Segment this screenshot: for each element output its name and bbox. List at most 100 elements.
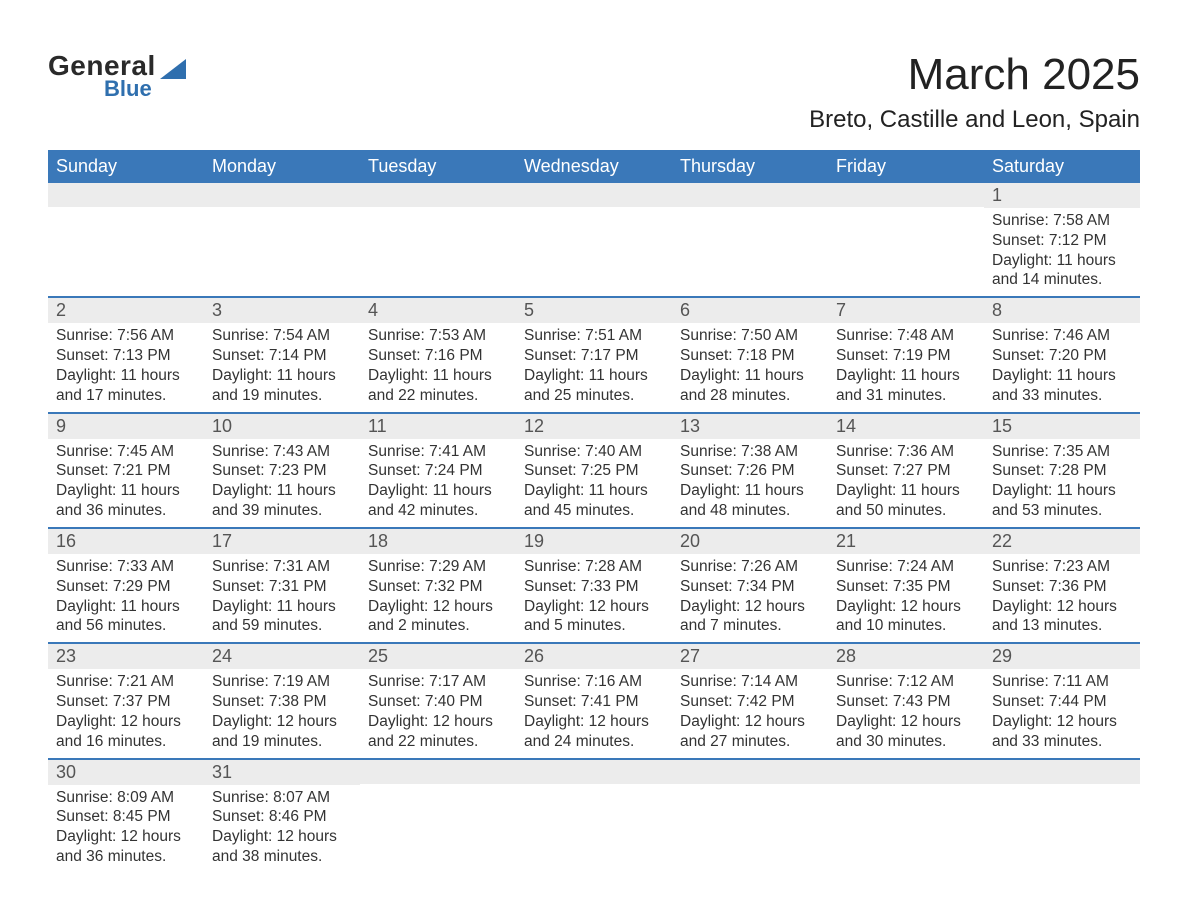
daylight-text: Daylight: 11 hours and 45 minutes. (524, 481, 664, 521)
day-number: 20 (672, 529, 828, 554)
sunrise-text: Sunrise: 7:17 AM (368, 672, 508, 692)
sunset-text: Sunset: 7:14 PM (212, 346, 352, 366)
logo: General Blue (48, 50, 186, 102)
day-number: 13 (672, 414, 828, 439)
daylight-text: Daylight: 12 hours and 30 minutes. (836, 712, 976, 752)
day-body: Sunrise: 7:19 AMSunset: 7:38 PMDaylight:… (204, 669, 360, 757)
sunrise-text: Sunrise: 8:07 AM (212, 788, 352, 808)
daylight-text: Daylight: 11 hours and 17 minutes. (56, 366, 196, 406)
sunset-text: Sunset: 7:34 PM (680, 577, 820, 597)
day-body (672, 208, 828, 278)
sunrise-text: Sunrise: 7:36 AM (836, 442, 976, 462)
sunrise-text: Sunrise: 7:26 AM (680, 557, 820, 577)
day-body: Sunrise: 7:36 AMSunset: 7:27 PMDaylight:… (828, 439, 984, 527)
day-body: Sunrise: 7:21 AMSunset: 7:37 PMDaylight:… (48, 669, 204, 757)
day-body: Sunrise: 7:40 AMSunset: 7:25 PMDaylight:… (516, 439, 672, 527)
sunrise-text: Sunrise: 7:53 AM (368, 326, 508, 346)
day-label: Friday (828, 150, 984, 183)
sunrise-text: Sunrise: 7:23 AM (992, 557, 1132, 577)
day-label: Saturday (984, 150, 1140, 183)
day-body: Sunrise: 7:31 AMSunset: 7:31 PMDaylight:… (204, 554, 360, 642)
sunset-text: Sunset: 7:17 PM (524, 346, 664, 366)
header: General Blue March 2025 Breto, Castille … (48, 50, 1140, 134)
sunrise-text: Sunrise: 7:41 AM (368, 442, 508, 462)
day-number (204, 183, 360, 207)
day-number: 7 (828, 298, 984, 323)
daylight-text: Daylight: 12 hours and 33 minutes. (992, 712, 1132, 752)
sunset-text: Sunset: 7:31 PM (212, 577, 352, 597)
day-body: Sunrise: 7:16 AMSunset: 7:41 PMDaylight:… (516, 669, 672, 757)
day-label: Tuesday (360, 150, 516, 183)
sunset-text: Sunset: 7:40 PM (368, 692, 508, 712)
day-number: 30 (48, 760, 204, 785)
sunset-text: Sunset: 7:35 PM (836, 577, 976, 597)
day-number: 18 (360, 529, 516, 554)
sunrise-text: Sunrise: 7:45 AM (56, 442, 196, 462)
daylight-text: Daylight: 11 hours and 19 minutes. (212, 366, 352, 406)
day-number: 12 (516, 414, 672, 439)
day-number: 15 (984, 414, 1140, 439)
sunset-text: Sunset: 7:16 PM (368, 346, 508, 366)
daylight-text: Daylight: 12 hours and 10 minutes. (836, 597, 976, 637)
sunset-text: Sunset: 7:20 PM (992, 346, 1132, 366)
sunset-text: Sunset: 7:29 PM (56, 577, 196, 597)
sunrise-text: Sunrise: 7:50 AM (680, 326, 820, 346)
day-body: Sunrise: 7:11 AMSunset: 7:44 PMDaylight:… (984, 669, 1140, 757)
day-number: 19 (516, 529, 672, 554)
daylight-text: Daylight: 11 hours and 31 minutes. (836, 366, 976, 406)
sunset-text: Sunset: 8:46 PM (212, 807, 352, 827)
daylight-text: Daylight: 11 hours and 36 minutes. (56, 481, 196, 521)
day-label: Monday (204, 150, 360, 183)
sunset-text: Sunset: 7:25 PM (524, 461, 664, 481)
day-number (360, 760, 516, 784)
day-number: 3 (204, 298, 360, 323)
day-label-row: Sunday Monday Tuesday Wednesday Thursday… (48, 150, 1140, 183)
day-number: 24 (204, 644, 360, 669)
daylight-text: Daylight: 11 hours and 59 minutes. (212, 597, 352, 637)
daybody-row: Sunrise: 7:21 AMSunset: 7:37 PMDaylight:… (48, 669, 1140, 758)
daynum-row: 1 (48, 183, 1140, 208)
day-number (360, 183, 516, 207)
day-number: 16 (48, 529, 204, 554)
day-body: Sunrise: 8:07 AMSunset: 8:46 PMDaylight:… (204, 785, 360, 873)
sunset-text: Sunset: 7:38 PM (212, 692, 352, 712)
day-body: Sunrise: 7:33 AMSunset: 7:29 PMDaylight:… (48, 554, 204, 642)
sunrise-text: Sunrise: 7:33 AM (56, 557, 196, 577)
daybody-row: Sunrise: 7:58 AMSunset: 7:12 PMDaylight:… (48, 208, 1140, 297)
sunset-text: Sunset: 7:42 PM (680, 692, 820, 712)
day-body: Sunrise: 7:54 AMSunset: 7:14 PMDaylight:… (204, 323, 360, 411)
day-body (828, 208, 984, 278)
sunrise-text: Sunrise: 7:12 AM (836, 672, 976, 692)
daylight-text: Daylight: 12 hours and 24 minutes. (524, 712, 664, 752)
day-number: 23 (48, 644, 204, 669)
sunrise-text: Sunrise: 7:31 AM (212, 557, 352, 577)
day-body: Sunrise: 7:50 AMSunset: 7:18 PMDaylight:… (672, 323, 828, 411)
day-body (48, 208, 204, 278)
day-body: Sunrise: 7:56 AMSunset: 7:13 PMDaylight:… (48, 323, 204, 411)
day-number: 14 (828, 414, 984, 439)
daynum-row: 23242526272829 (48, 643, 1140, 669)
daylight-text: Daylight: 11 hours and 22 minutes. (368, 366, 508, 406)
sunset-text: Sunset: 7:27 PM (836, 461, 976, 481)
day-number: 8 (984, 298, 1140, 323)
daylight-text: Daylight: 11 hours and 14 minutes. (992, 251, 1132, 291)
daynum-row: 9101112131415 (48, 413, 1140, 439)
daylight-text: Daylight: 12 hours and 7 minutes. (680, 597, 820, 637)
daynum-row: 2345678 (48, 297, 1140, 323)
day-number: 10 (204, 414, 360, 439)
day-body: Sunrise: 7:48 AMSunset: 7:19 PMDaylight:… (828, 323, 984, 411)
day-number: 6 (672, 298, 828, 323)
sunset-text: Sunset: 7:21 PM (56, 461, 196, 481)
day-number: 2 (48, 298, 204, 323)
day-body: Sunrise: 7:17 AMSunset: 7:40 PMDaylight:… (360, 669, 516, 757)
daylight-text: Daylight: 11 hours and 53 minutes. (992, 481, 1132, 521)
sunset-text: Sunset: 7:24 PM (368, 461, 508, 481)
day-body: Sunrise: 7:14 AMSunset: 7:42 PMDaylight:… (672, 669, 828, 757)
daybody-row: Sunrise: 7:56 AMSunset: 7:13 PMDaylight:… (48, 323, 1140, 412)
day-number: 28 (828, 644, 984, 669)
sunrise-text: Sunrise: 7:56 AM (56, 326, 196, 346)
day-number: 11 (360, 414, 516, 439)
daylight-text: Daylight: 12 hours and 22 minutes. (368, 712, 508, 752)
daylight-text: Daylight: 12 hours and 19 minutes. (212, 712, 352, 752)
day-body: Sunrise: 7:46 AMSunset: 7:20 PMDaylight:… (984, 323, 1140, 411)
